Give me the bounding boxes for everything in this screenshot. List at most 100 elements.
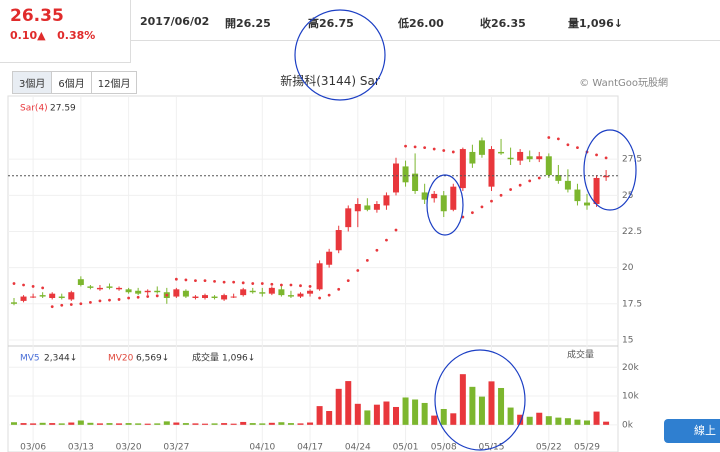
quote-value: 26.75 bbox=[319, 17, 354, 30]
sar-dot bbox=[404, 144, 407, 148]
sar-dot bbox=[318, 296, 321, 300]
volume-bar bbox=[545, 416, 552, 425]
date: 2017/06/02 bbox=[140, 15, 210, 28]
volume-bar bbox=[182, 423, 189, 425]
volume-bar bbox=[517, 414, 524, 425]
candle-body bbox=[536, 156, 543, 160]
quote-value: 1,096↓ bbox=[579, 17, 624, 30]
quote-item: 收26.35 bbox=[480, 15, 526, 31]
x-tick-label: 03/13 bbox=[68, 443, 94, 452]
volume-bar bbox=[393, 406, 399, 425]
sar-dot bbox=[509, 188, 512, 191]
quote-item: 低26.00 bbox=[398, 15, 444, 31]
candle-body bbox=[431, 193, 438, 199]
quote-value: 26.35 bbox=[491, 17, 526, 30]
volume-bar bbox=[354, 403, 361, 425]
candle-body bbox=[182, 290, 189, 297]
candle-body bbox=[316, 263, 323, 290]
candle-body bbox=[287, 295, 294, 297]
candle-body bbox=[49, 293, 56, 299]
tab[interactable]: 6個月 bbox=[52, 72, 92, 93]
legend-value: 6,569↓ bbox=[136, 354, 169, 364]
y-tick-label: 17.5 bbox=[622, 299, 642, 309]
volume-bar bbox=[11, 422, 17, 425]
candle-body bbox=[211, 296, 218, 299]
volume-bar bbox=[335, 388, 342, 425]
change: 0.10▲ 0.38% bbox=[10, 29, 95, 42]
sar-dot bbox=[280, 283, 283, 287]
volume-bar bbox=[20, 423, 27, 425]
sar-dot bbox=[547, 136, 551, 139]
volume-bar bbox=[316, 406, 323, 425]
volume-bar bbox=[402, 397, 409, 425]
sar-dot bbox=[289, 283, 293, 287]
sar-dot bbox=[556, 137, 560, 141]
candle-body bbox=[240, 289, 247, 296]
legend-name: 成交量 bbox=[192, 352, 219, 364]
sar-dot bbox=[184, 278, 188, 282]
candle-body bbox=[564, 180, 571, 190]
volume-title: 成交量 bbox=[567, 349, 594, 361]
candle-body bbox=[517, 151, 524, 161]
candle-body bbox=[77, 279, 84, 285]
candle-body bbox=[68, 292, 75, 300]
candle-body bbox=[259, 292, 266, 294]
candle-body bbox=[116, 287, 123, 290]
sar-dot bbox=[375, 248, 379, 252]
volume-bar bbox=[230, 423, 237, 425]
sar-dot bbox=[31, 285, 35, 288]
x-tick-label: 04/17 bbox=[297, 443, 323, 452]
y2-tick-label: 20k bbox=[622, 363, 639, 373]
y2-tick-label: 10k bbox=[622, 392, 639, 402]
legend-value: 2,344↓ bbox=[44, 354, 77, 364]
x-tick-label: 05/08 bbox=[431, 443, 457, 452]
volume-bar bbox=[249, 423, 256, 425]
volume-bar bbox=[498, 387, 505, 425]
volume-bar bbox=[574, 419, 581, 425]
candle-body bbox=[603, 175, 610, 178]
quote-item: 高26.75 bbox=[308, 15, 354, 31]
sar-dot bbox=[537, 176, 541, 180]
candle-body bbox=[393, 163, 399, 193]
sar-dot bbox=[499, 193, 503, 197]
x-tick-label: 05/01 bbox=[393, 443, 419, 452]
candle-body bbox=[593, 177, 600, 205]
volume-bar bbox=[450, 413, 457, 425]
volume-bar bbox=[202, 423, 208, 425]
sar-dot bbox=[41, 286, 45, 290]
sar-dot bbox=[595, 153, 598, 157]
sar-dot bbox=[89, 300, 92, 304]
quote-label: 低 bbox=[398, 17, 409, 30]
sar-dot bbox=[566, 143, 570, 147]
candle-body bbox=[11, 302, 17, 304]
volume-bar bbox=[555, 417, 562, 425]
sar-dot bbox=[480, 205, 484, 209]
candle-body bbox=[498, 151, 505, 154]
candle-body bbox=[326, 251, 333, 265]
sar-dot bbox=[50, 305, 54, 309]
sar-dot bbox=[203, 279, 207, 283]
volume-bar bbox=[135, 423, 142, 425]
volume-bar bbox=[478, 396, 485, 425]
volume-bar bbox=[326, 411, 333, 425]
sar-dot bbox=[490, 199, 493, 203]
candle-body bbox=[39, 295, 46, 297]
candle-body bbox=[526, 156, 533, 160]
sar-dot bbox=[356, 269, 360, 272]
candle-body bbox=[230, 296, 237, 298]
candle-body bbox=[450, 186, 457, 210]
chat-button[interactable]: 線上 bbox=[664, 419, 720, 443]
candle-body bbox=[307, 290, 314, 294]
sar-dot bbox=[60, 303, 64, 307]
sar-dot bbox=[432, 147, 436, 151]
y-tick-label: 27.5 bbox=[622, 155, 642, 165]
volume-bar bbox=[192, 423, 199, 425]
tab[interactable]: 3個月 bbox=[13, 72, 53, 93]
sar-dot bbox=[518, 183, 522, 187]
candle-body bbox=[584, 202, 590, 206]
tab[interactable]: 12個月 bbox=[91, 72, 137, 93]
sar-dot bbox=[576, 146, 579, 150]
sar-dot bbox=[146, 295, 150, 298]
candle-body bbox=[106, 286, 113, 288]
ink-annotation bbox=[434, 349, 526, 451]
